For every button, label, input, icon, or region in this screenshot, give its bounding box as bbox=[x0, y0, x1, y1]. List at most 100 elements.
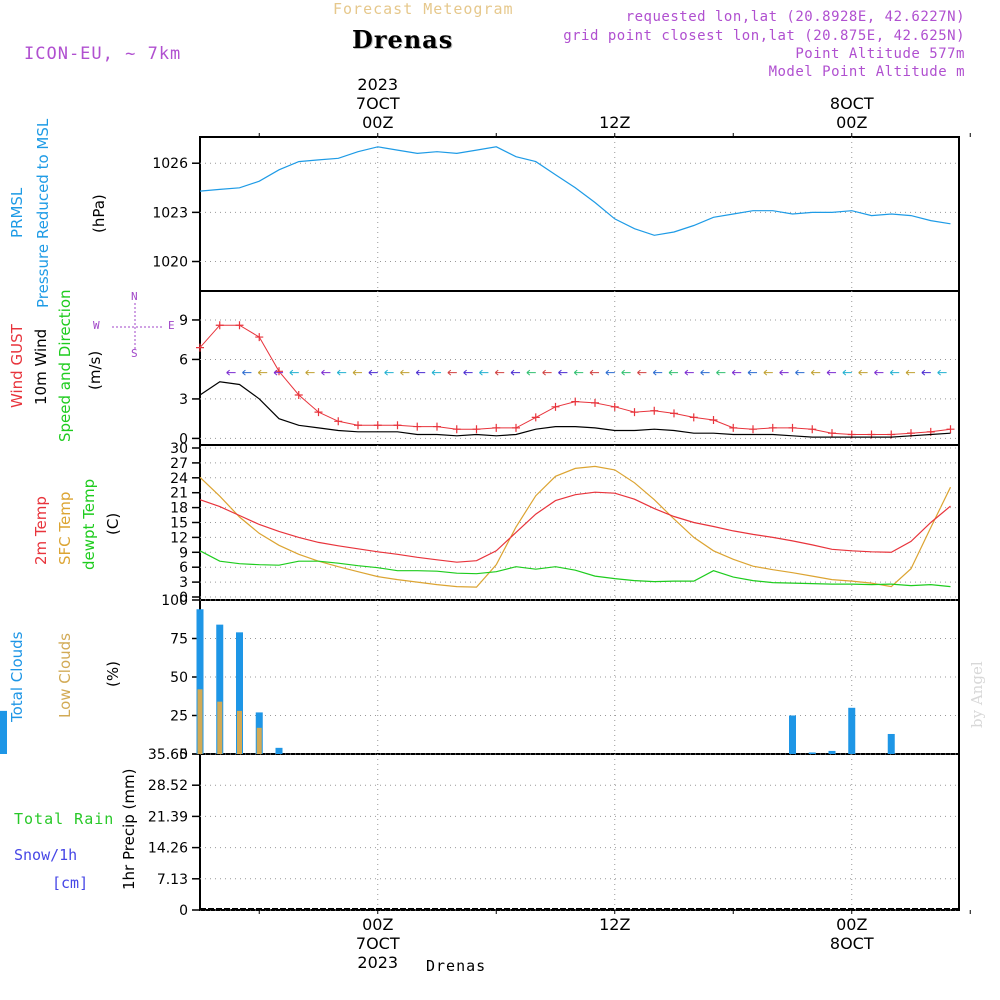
wind-gust-point bbox=[531, 413, 540, 422]
y-tick-label-temperature: 3 bbox=[179, 575, 188, 591]
wind-arrow-icon bbox=[668, 369, 679, 376]
y-tick-label-wind: 0 bbox=[179, 431, 188, 447]
total-clouds-bar bbox=[808, 752, 816, 754]
y-tick-label-temperature: 12 bbox=[170, 530, 188, 546]
compass-s: S bbox=[131, 347, 138, 360]
wind-gust-point bbox=[255, 333, 264, 342]
wind-gust-point bbox=[591, 398, 599, 407]
time-axis-label: 00Z bbox=[362, 915, 393, 934]
time-axis-label: 8OCT bbox=[830, 94, 874, 113]
low-clouds-bar bbox=[256, 727, 262, 754]
wind-gust-point bbox=[393, 421, 402, 430]
wind-arrow-icon bbox=[589, 369, 600, 376]
compass-e: E bbox=[168, 319, 175, 332]
wind-arrow-icon bbox=[242, 369, 252, 376]
wind-arrow-icon bbox=[889, 369, 900, 376]
y-tick-label-pressure: 1023 bbox=[152, 205, 188, 221]
total-clouds-bar bbox=[0, 710, 7, 754]
wind-gust-point bbox=[828, 429, 836, 438]
y-tick-label-temperature: 21 bbox=[170, 486, 188, 502]
wind-arrow-icon bbox=[558, 369, 568, 376]
total-clouds-bar bbox=[789, 715, 796, 754]
wind-gust-point bbox=[709, 415, 718, 424]
y-tick-label-precip: 35.65 bbox=[148, 747, 188, 763]
wind-gust-point bbox=[492, 423, 501, 432]
wind-arrow-icon bbox=[305, 369, 315, 376]
low-clouds-bar bbox=[237, 710, 242, 754]
point-altitude: Point Altitude 577m bbox=[795, 46, 965, 62]
wind-arrow-icon bbox=[321, 369, 331, 376]
compass-n: N bbox=[131, 290, 138, 303]
time-axis-label: 2023 bbox=[357, 75, 398, 94]
y-tick-label-wind: 6 bbox=[179, 352, 188, 368]
y-tick-label-temperature: 24 bbox=[170, 471, 188, 487]
product-title: Forecast Meteogram bbox=[333, 0, 514, 18]
wind-gust-point bbox=[472, 425, 481, 434]
y-tick-label-clouds: 100 bbox=[161, 593, 188, 609]
wind-gust-point bbox=[551, 402, 560, 411]
wind-gust-point bbox=[630, 408, 639, 417]
wind-arrow-icon bbox=[289, 369, 299, 376]
wind-arrow-icon bbox=[842, 369, 852, 376]
y-tick-label-clouds: 25 bbox=[170, 709, 188, 725]
wind-arrow-icon bbox=[637, 369, 647, 376]
wind-gust-point bbox=[749, 425, 757, 434]
wind-arrow-icon bbox=[463, 369, 473, 376]
y-tick-label-clouds: 0 bbox=[179, 747, 188, 763]
wind-arrow-icon bbox=[779, 369, 789, 376]
low-clouds-bar bbox=[217, 701, 223, 754]
wind-gust-point bbox=[610, 402, 619, 411]
wind-gust-point bbox=[689, 413, 698, 422]
wind-arrow-icon bbox=[336, 369, 347, 376]
requested-coords: requested lon,lat (20.8928E, 42.6227N) bbox=[625, 9, 965, 25]
wind-arrow-icon bbox=[431, 369, 442, 376]
precip-snow-label: Snow/1h bbox=[14, 846, 78, 864]
wind-arrow-icon bbox=[400, 369, 410, 376]
y-tick-label-temperature: 27 bbox=[170, 456, 188, 472]
wind-arrow-icon bbox=[826, 369, 837, 376]
y-tick-label-wind: 9 bbox=[179, 313, 188, 329]
model-label: ICON-EU, ~ 7km bbox=[24, 44, 182, 64]
wind-gust-point bbox=[235, 321, 244, 330]
wind-arrow-icon bbox=[747, 369, 758, 376]
wind-arrow-icon bbox=[700, 369, 710, 376]
total-clouds-bar bbox=[0, 744, 7, 754]
wind-gust-point bbox=[512, 423, 520, 432]
y-tick-label-temperature: 18 bbox=[170, 501, 188, 517]
y-tick-label-precip: 14.26 bbox=[148, 841, 188, 857]
compass-rose-icon bbox=[112, 303, 164, 350]
wind-arrow-icon bbox=[415, 369, 426, 376]
wind-arrow-icon bbox=[273, 369, 284, 376]
wind-arrow-icon bbox=[874, 369, 884, 376]
total-clouds-bar bbox=[887, 733, 895, 754]
time-axis-label: 2023 bbox=[357, 953, 398, 972]
y-tick-label-wind: 3 bbox=[179, 392, 188, 408]
wind-gust-point bbox=[452, 425, 461, 434]
wind-gust-point bbox=[196, 343, 204, 352]
pressure-line bbox=[199, 146, 951, 236]
wind-arrow-icon bbox=[257, 369, 268, 376]
total-clouds-bar bbox=[216, 624, 224, 754]
wind-gust-point bbox=[729, 423, 738, 432]
panel-frame-precip bbox=[199, 753, 960, 911]
wind-arrow-icon bbox=[226, 369, 236, 376]
time-axis-label: 00Z bbox=[836, 915, 867, 934]
wind-gust-point bbox=[354, 421, 362, 430]
dewpoint-line bbox=[199, 550, 951, 588]
wind-arrow-icon bbox=[447, 369, 457, 376]
wind-arrow-icon bbox=[652, 369, 663, 376]
wind-arrow-icon bbox=[479, 369, 489, 376]
precip-snow-unit: [cm] bbox=[52, 874, 89, 892]
y-tick-label-precip: 0 bbox=[179, 903, 188, 919]
wind-gust-point bbox=[946, 425, 955, 434]
wind-gust-point bbox=[413, 422, 422, 431]
wind-gust-point bbox=[294, 390, 303, 399]
total-clouds-bar bbox=[848, 707, 856, 754]
wind-arrow-icon bbox=[905, 369, 916, 376]
y-tick-label-precip: 28.52 bbox=[148, 778, 188, 794]
model-altitude: Model Point Altitude m bbox=[768, 64, 965, 80]
wind-arrow-icon bbox=[510, 369, 521, 376]
compass-w: W bbox=[93, 319, 100, 332]
wind-gust-point bbox=[670, 409, 678, 418]
